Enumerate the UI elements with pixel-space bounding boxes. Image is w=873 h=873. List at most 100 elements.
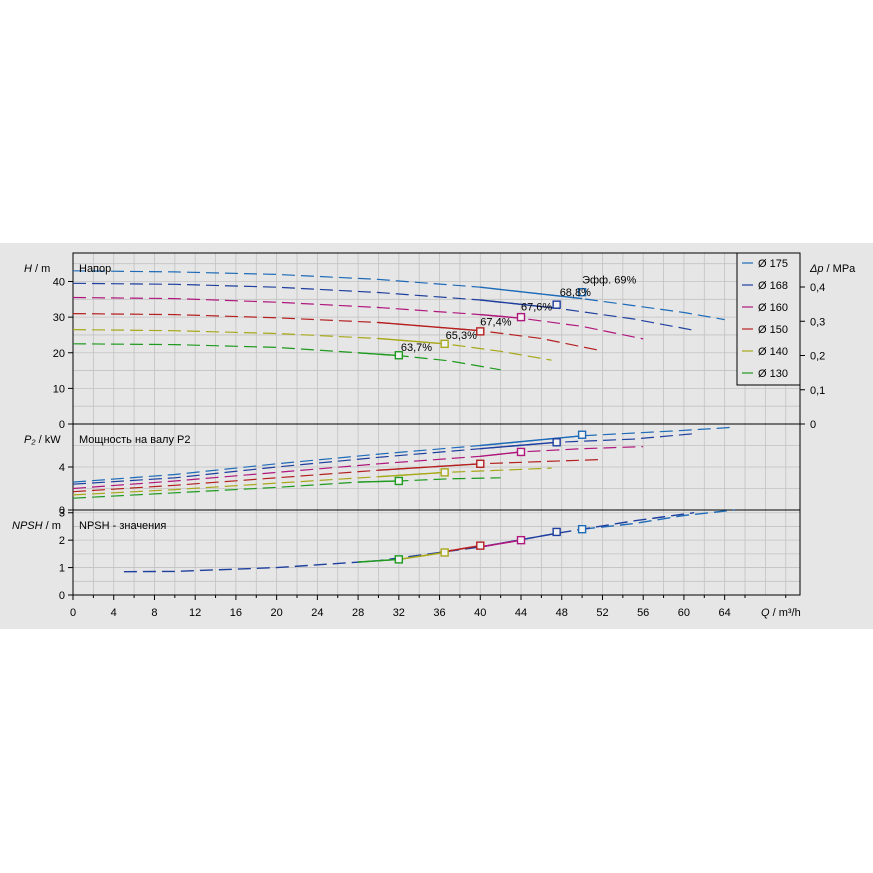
panel-frame-npsh (72, 509, 801, 596)
bep-marker-power-Ø 168 (552, 438, 561, 447)
pump-curve-panel: 0 4 8 12 16 20 24 28 32 36 40 44 48 52 56 60 64 Q / m³/h 0… (0, 243, 873, 629)
efficiency-label: 68,8% (560, 287, 591, 299)
y-tick-label: 2 (59, 535, 65, 547)
x-tick-label: 52 (596, 607, 608, 619)
curve-solid-power-Ø 130 (358, 480, 399, 483)
curve-power-Ø 160 (72, 446, 644, 490)
x-tick-label: 56 (637, 607, 649, 619)
curve-solid-npsh-Ø 140 (398, 551, 445, 561)
x-tick-label: 4 (111, 607, 117, 619)
curve-solid-head-Ø 130 (358, 352, 399, 357)
legend-box (736, 252, 801, 386)
y-tick-label: 30 (53, 312, 65, 324)
x-axis-label: Q / m³/h (761, 607, 801, 619)
curve-head-Ø 130 (72, 343, 501, 371)
right-tick-label: 0,1 (810, 385, 825, 397)
y-tick-label: 40 (53, 277, 65, 289)
bep-marker-power-Ø 130 (394, 476, 404, 486)
legend-entry-Ø 130: Ø 130 (758, 368, 788, 380)
bep-marker-npsh-Ø 168 (552, 527, 561, 537)
y-tick-label: 10 (53, 383, 65, 395)
panel-title-power: Мощность на валу P2 (79, 434, 191, 446)
x-tick-label: 28 (352, 607, 364, 619)
right-axis-label: Δp / MPa (809, 263, 856, 275)
bep-marker-head-Ø 160 (516, 312, 526, 322)
x-tick-label: 40 (474, 607, 486, 619)
pump-performance-chart: 0 4 8 12 16 20 24 28 32 36 40 44 48 52 56 60 64 Q / m³/h0… (12, 252, 856, 619)
bep-marker-head-Ø 150 (476, 327, 485, 336)
y-tick-label: 0 (59, 590, 65, 602)
x-tick-label: 16 (230, 607, 242, 619)
curve-head-Ø 160 (72, 296, 644, 340)
efficiency-label: Эфф. 69% (582, 274, 636, 286)
curve-solid-head-Ø 140 (378, 337, 445, 345)
curve-npsh-Ø 175 (582, 509, 735, 530)
curve-power-Ø 168 (72, 433, 695, 485)
curve-solid-power-Ø 175 (480, 435, 583, 447)
curve-solid-head-Ø 168 (480, 299, 557, 309)
efficiency-label: 63,7% (401, 342, 432, 354)
x-tick-label: 64 (719, 607, 731, 619)
curve-solid-npsh-Ø 160 (480, 539, 522, 548)
y-axis-label-npsh: NPSH / m (12, 520, 61, 532)
legend-entry-Ø 175: Ø 175 (758, 258, 788, 270)
x-tick-label: 60 (678, 607, 690, 619)
x-tick-label: 0 (70, 607, 76, 619)
curve-power-Ø 175 (72, 426, 735, 483)
x-tick-label: 36 (433, 607, 445, 619)
y-tick-label: 3 (59, 508, 65, 520)
x-tick-label: 44 (515, 607, 527, 619)
x-tick-label: 8 (151, 607, 157, 619)
right-tick-label: 0,4 (810, 282, 825, 294)
bep-marker-head-Ø 140 (440, 339, 449, 349)
y-tick-label: 1 (59, 563, 65, 575)
legend-entry-Ø 140: Ø 140 (758, 346, 788, 358)
legend-entry-Ø 160: Ø 160 (758, 302, 788, 314)
panel-title-npsh: NPSH - значения (79, 520, 166, 532)
efficiency-label: 67,4% (480, 317, 511, 329)
curve-head-Ø 168 (72, 282, 695, 331)
right-tick-label: 0 (810, 419, 816, 431)
bep-marker-npsh-Ø 150 (476, 541, 485, 550)
curve-solid-head-Ø 175 (480, 286, 583, 300)
y-tick-label: 0 (59, 419, 65, 431)
bep-marker-npsh-Ø 175 (577, 524, 587, 534)
right-tick-label: 0,3 (810, 316, 825, 328)
curve-solid-power-Ø 160 (480, 451, 522, 457)
bep-marker-head-Ø 168 (552, 300, 561, 309)
y-tick-label: 4 (59, 462, 65, 474)
curve-solid-head-Ø 160 (480, 313, 522, 319)
x-tick-label: 32 (393, 607, 405, 619)
legend-entry-Ø 150: Ø 150 (758, 324, 788, 336)
x-tick-label: 20 (271, 607, 283, 619)
curve-npsh-Ø 168 (123, 512, 695, 573)
bep-marker-power-Ø 140 (440, 468, 449, 477)
curve-power-Ø 150 (72, 458, 603, 493)
bep-marker-power-Ø 160 (516, 447, 526, 457)
bep-marker-npsh-Ø 160 (516, 535, 526, 545)
efficiency-label: 65,3% (446, 330, 477, 342)
x-tick-label: 48 (556, 607, 568, 619)
y-axis-label-power: P₂ / kW (24, 434, 61, 446)
curve-solid-power-Ø 168 (480, 441, 557, 450)
curve-power-Ø 140 (72, 467, 552, 496)
curve-solid-power-Ø 140 (378, 471, 445, 478)
panel-title-head: Напор (79, 263, 111, 275)
legend-entry-Ø 168: Ø 168 (758, 280, 788, 292)
bep-marker-npsh-Ø 130 (394, 555, 404, 564)
y-axis-label-head: H / m (24, 263, 50, 275)
bep-marker-power-Ø 150 (476, 459, 485, 468)
efficiency-label: 67,6% (521, 302, 552, 314)
curve-solid-head-Ø 150 (378, 321, 481, 332)
x-tick-label: 24 (311, 607, 323, 619)
curve-solid-power-Ø 150 (378, 463, 481, 471)
y-tick-label: 0 (59, 505, 65, 517)
bep-marker-npsh-Ø 140 (440, 548, 449, 557)
x-tick-label: 12 (189, 607, 201, 619)
curve-solid-npsh-Ø 130 (358, 558, 399, 563)
bep-marker-head-Ø 130 (394, 351, 404, 360)
right-tick-label: 0,2 (810, 351, 825, 363)
bep-marker-power-Ø 175 (577, 430, 587, 439)
bep-marker-head-Ø 175 (577, 287, 587, 297)
curve-head-Ø 175 (72, 270, 725, 321)
